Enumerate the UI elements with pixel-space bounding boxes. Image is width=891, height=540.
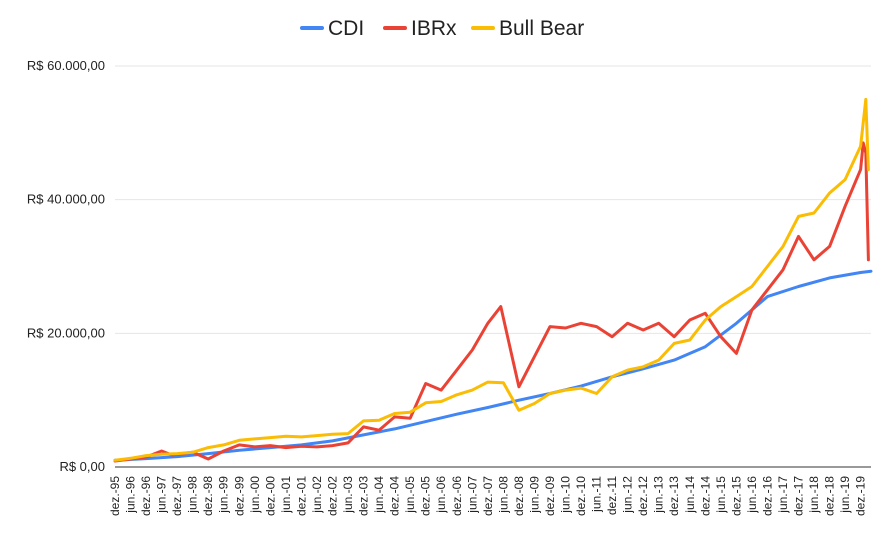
x-tick-label: jun.-18 — [807, 476, 821, 514]
x-tick-label: jun.-98 — [186, 476, 200, 514]
x-tick-label: dez.-06 — [450, 476, 464, 516]
x-tick-label: jun.-04 — [372, 476, 386, 514]
x-tick-label: dez.-12 — [636, 476, 650, 516]
legend-item-bull-bear[interactable]: Bull Bear — [471, 17, 584, 40]
x-tick-label: dez.-05 — [419, 476, 433, 516]
legend-item-ibrx[interactable]: IBRx — [383, 17, 457, 40]
y-tick-label: R$ 60.000,00 — [27, 58, 105, 73]
x-tick-label: dez.-18 — [823, 476, 837, 516]
x-tick-label: dez.-16 — [760, 476, 774, 516]
x-tick-label: jun.-16 — [745, 476, 759, 514]
y-tick-label: R$ 40.000,00 — [27, 192, 105, 207]
x-tick-label: dez.-01 — [294, 476, 308, 516]
x-tick-label: dez.-97 — [170, 476, 184, 516]
x-tick-label: dez.-17 — [792, 476, 806, 516]
x-tick-label: jun.-99 — [217, 476, 231, 514]
series-line-cdi — [113, 269, 873, 462]
x-tick-label: jun.-09 — [527, 476, 541, 514]
legend-label-bull-bear: Bull Bear — [499, 17, 584, 40]
legend: CDI IBRx Bull Bear — [300, 17, 584, 40]
x-tick-label: jun.-13 — [652, 476, 666, 514]
x-tick-label: dez.-00 — [263, 476, 277, 516]
x-tick-label: dez.-14 — [698, 476, 712, 516]
x-tick-label: dez.-10 — [574, 476, 588, 516]
x-tick-label: jun.-97 — [155, 476, 169, 514]
x-tick-label: jun.-03 — [341, 476, 355, 514]
x-tick-label: dez.-15 — [729, 476, 743, 516]
x-tick-label: dez.-96 — [139, 476, 153, 516]
x-tick-label: dez.-04 — [388, 476, 402, 516]
x-tick-label: dez.-09 — [543, 476, 557, 516]
x-tick-label: dez.-03 — [357, 476, 371, 516]
x-tick-label: dez.-07 — [481, 476, 495, 516]
x-tick-label: jun.-01 — [279, 476, 293, 514]
x-tick-label: jun.-15 — [714, 476, 728, 514]
x-tick-label: jun.-11 — [590, 476, 604, 513]
x-tick-label: jun.-07 — [465, 476, 479, 514]
gridlines — [115, 65, 871, 334]
x-tick-label: dez.-11 — [605, 476, 619, 515]
x-tick-label: dez.-08 — [512, 476, 526, 516]
x-tick-label: dez.-13 — [667, 476, 681, 516]
series-line-ibrx — [113, 141, 870, 463]
x-tick-label: dez.-95 — [108, 476, 122, 516]
x-tick-label: jun.-06 — [434, 476, 448, 514]
x-tick-label: jun.-05 — [403, 476, 417, 514]
x-tick-label: dez.-19 — [854, 476, 868, 516]
legend-label-cdi: CDI — [328, 17, 364, 40]
x-tick-label: jun.-12 — [621, 476, 635, 514]
x-tick-label: jun.-08 — [496, 476, 510, 514]
x-tick-label: jun.-02 — [310, 476, 324, 514]
x-tick-label: jun.-17 — [776, 476, 790, 514]
series-line-bull-bear — [113, 97, 870, 462]
x-tick-label: jun.-10 — [558, 476, 572, 514]
x-tick-label: jun.-96 — [124, 476, 138, 514]
x-tick-label: dez.-99 — [232, 476, 246, 516]
x-axis: dez.-95 jun.-96 dez.-96 jun.-97 dez.-97 jun.-… — [108, 476, 868, 516]
x-tick-label: jun.-14 — [683, 476, 697, 514]
y-tick-label: R$ 20.000,00 — [27, 325, 105, 340]
y-axis: R$ 0,00 R$ 20.000,00 R$ 40.000,00 R$ 60.000… — [27, 58, 871, 474]
x-tick-label: jun.-19 — [838, 476, 852, 514]
legend-label-ibrx: IBRx — [411, 17, 457, 40]
legend-item-cdi[interactable]: CDI — [300, 17, 364, 40]
series-lines — [113, 97, 873, 463]
x-tick-label: jun.-00 — [248, 476, 262, 514]
y-tick-label: R$ 0,00 — [59, 459, 105, 474]
x-tick-label: dez.-98 — [201, 476, 215, 516]
x-tick-label: dez.-02 — [325, 476, 339, 516]
